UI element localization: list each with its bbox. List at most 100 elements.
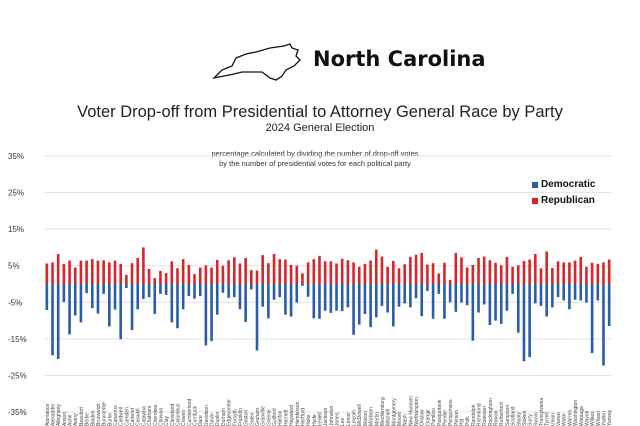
x-tick-label: Clay: [164, 415, 170, 426]
bar-republican: [232, 257, 236, 284]
x-tick-label: Scotland: [511, 406, 517, 426]
bar-democratic: [403, 284, 406, 304]
bar-republican: [392, 260, 395, 284]
x-tick-label: Granville: [261, 406, 267, 426]
bar-democratic: [386, 284, 389, 313]
bar-democratic: [90, 284, 94, 309]
bar-republican: [471, 264, 475, 284]
x-tick-label: Pasquotank: [437, 399, 443, 426]
bar-democratic: [164, 284, 168, 295]
x-tick-label: Washington: [573, 400, 579, 426]
bar-democratic: [426, 284, 429, 291]
x-tick-label: Union: [550, 413, 556, 426]
x-tick-label: Hyde: [312, 414, 318, 426]
bar-republican: [505, 256, 509, 284]
x-tick-label: Henderson: [295, 401, 301, 426]
bar-democratic: [471, 284, 475, 341]
bar-democratic: [56, 284, 60, 359]
x-tick-label: Lee: [340, 417, 346, 426]
x-tick-label: Haywood: [289, 405, 295, 426]
bar-democratic: [516, 284, 520, 333]
bar-democratic: [352, 284, 355, 335]
bar-democratic: [170, 284, 174, 323]
legend-democratic: Democratic: [532, 179, 595, 190]
bar-republican: [142, 247, 145, 284]
bar-democratic: [556, 284, 560, 298]
bar-democratic: [448, 284, 452, 303]
bar-democratic: [414, 284, 418, 299]
y-tick-label: -5%: [8, 298, 22, 307]
x-tick-label: Surry: [528, 414, 534, 426]
bar-democratic: [590, 284, 594, 354]
bar-republican: [556, 261, 560, 284]
x-tick-label: Buncombe: [102, 402, 108, 426]
bar-democratic: [147, 284, 151, 298]
x-tick-label: Camden: [124, 407, 130, 426]
bar-democratic: [204, 284, 208, 346]
bar-republican: [198, 267, 202, 284]
y-tick-label: -35%: [8, 408, 27, 417]
x-tick-label: Cabarrus: [113, 405, 119, 426]
bar-democratic: [573, 284, 577, 300]
bar-democratic: [420, 284, 424, 317]
bar-republican: [590, 262, 594, 284]
bar-republican: [443, 262, 446, 284]
x-tick-label: Ashe: [68, 414, 74, 426]
bar-republican: [534, 254, 537, 284]
bar-democratic: [335, 284, 338, 311]
bar-republican: [51, 262, 54, 284]
annotation-line: by the number of presidential votes for …: [219, 159, 411, 168]
x-tick-label: Richmond: [477, 403, 483, 426]
bar-republican: [85, 260, 88, 284]
bar-republican: [261, 255, 264, 284]
bar-republican: [267, 263, 270, 284]
bar-republican: [79, 260, 83, 284]
bar-democratic: [545, 284, 548, 317]
bar-republican: [431, 263, 435, 284]
x-tick-label: Guilford: [272, 408, 278, 426]
bar-democratic: [221, 284, 225, 293]
bar-republican: [102, 260, 105, 284]
bar-republican: [289, 264, 293, 284]
x-tick-label: Watauga: [579, 406, 585, 426]
bar-republican: [284, 259, 287, 284]
bar-republican: [244, 258, 247, 284]
bar-democratic: [465, 284, 469, 306]
bar-democratic: [443, 284, 446, 319]
bar-democratic: [392, 284, 395, 327]
bar-democratic: [176, 284, 179, 329]
x-tick-label: Randolph: [471, 404, 477, 426]
bar-republican: [187, 264, 191, 284]
bar-republican: [278, 259, 282, 284]
bar-democratic: [255, 284, 259, 351]
bar-democratic: [232, 284, 236, 298]
bar-republican: [108, 262, 111, 284]
bar-democratic: [51, 284, 54, 356]
x-tick-label: McDowell: [357, 404, 363, 426]
bar-democratic: [329, 284, 333, 313]
bar-republican: [511, 266, 514, 284]
bar-democratic: [488, 284, 492, 325]
x-tick-label: Jackson: [323, 407, 329, 426]
x-tick-label: Perquimans: [448, 399, 454, 426]
bar-republican: [56, 254, 60, 284]
x-tick-label: Yancey: [607, 409, 613, 426]
bar-republican: [488, 260, 492, 284]
x-tick-label: Mecklenburg: [380, 397, 386, 426]
x-tick-label: Chowan: [158, 407, 164, 426]
bar-republican: [568, 262, 571, 284]
bar-democratic: [562, 284, 566, 301]
bar-democratic: [45, 284, 49, 310]
bar-democratic: [346, 284, 350, 308]
bar-republican: [335, 263, 338, 284]
x-tick-label: Wilson: [596, 411, 602, 426]
nc-state-outline-icon: [212, 43, 301, 81]
bar-republican: [346, 260, 350, 284]
bar-democratic: [215, 284, 219, 315]
x-tick-label: Graham: [255, 408, 261, 426]
bar-republican: [499, 265, 503, 284]
y-tick-label: -25%: [8, 371, 27, 380]
bar-democratic: [130, 284, 134, 331]
x-tick-label: Pamlico: [431, 408, 437, 426]
bar-democratic: [499, 284, 503, 324]
